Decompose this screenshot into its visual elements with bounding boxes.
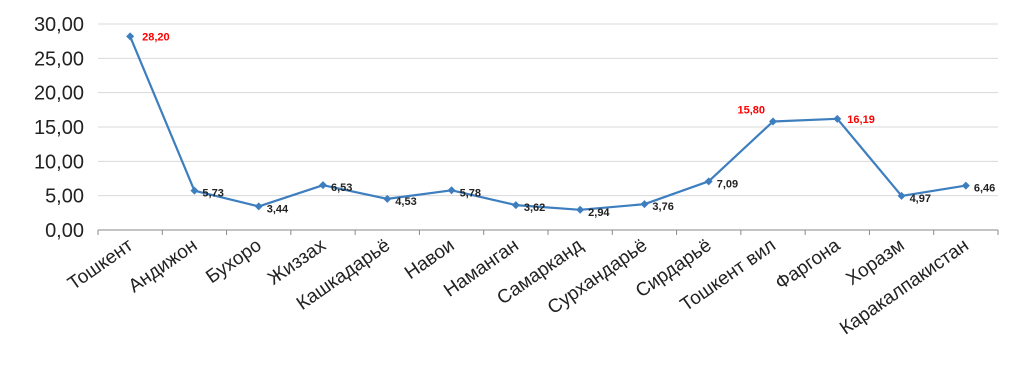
x-tick-label: Тошкент bbox=[64, 235, 137, 295]
data-label: 6,53 bbox=[331, 182, 352, 194]
data-point bbox=[190, 186, 199, 195]
x-tick-label: Андижон bbox=[125, 235, 201, 297]
data-point bbox=[254, 202, 263, 211]
y-tick-label: 10,00 bbox=[34, 151, 84, 173]
data-label: 15,80 bbox=[737, 105, 765, 117]
data-point bbox=[511, 201, 520, 210]
data-point bbox=[383, 194, 392, 203]
data-point bbox=[704, 177, 713, 186]
data-label: 3,76 bbox=[652, 201, 673, 213]
y-tick-label: 0,00 bbox=[45, 220, 84, 242]
data-point bbox=[319, 181, 327, 190]
data-point bbox=[447, 186, 456, 195]
data-label: 7,09 bbox=[717, 178, 738, 190]
gridlines bbox=[98, 23, 998, 231]
y-axis: 0,00 5,00 10,00 15,00 20,00 25,00 30,00 bbox=[34, 14, 84, 242]
series-polyline bbox=[129, 35, 967, 211]
x-tick-label: Бухоро bbox=[202, 235, 265, 288]
data-point bbox=[640, 200, 649, 209]
data-point bbox=[576, 205, 585, 214]
data-label: 5,73 bbox=[202, 188, 223, 200]
data-point bbox=[769, 117, 777, 126]
data-point bbox=[961, 181, 970, 190]
y-tick-label: 5,00 bbox=[45, 186, 84, 208]
data-label: 3,44 bbox=[267, 203, 289, 215]
data-label: 4,97 bbox=[910, 193, 931, 205]
data-label: 5,78 bbox=[460, 187, 481, 199]
data-point bbox=[126, 32, 135, 41]
data-label: 6,46 bbox=[974, 183, 995, 195]
series-line bbox=[126, 32, 970, 214]
y-tick-label: 20,00 bbox=[34, 83, 84, 105]
data-label: 28,20 bbox=[142, 31, 170, 43]
data-label: 2,94 bbox=[588, 207, 610, 219]
x-tick-label: Фаргона bbox=[772, 235, 845, 295]
data-label: 16,19 bbox=[847, 114, 875, 126]
data-label: 4,53 bbox=[395, 196, 416, 208]
y-tick-label: 25,00 bbox=[34, 48, 84, 70]
y-tick-label: 15,00 bbox=[34, 117, 84, 139]
data-labels: 28,20 5,73 3,44 6,53 4,53 5,78 3,62 2,94 3,76 7,0… bbox=[142, 31, 995, 218]
data-point bbox=[833, 114, 842, 123]
data-label: 3,62 bbox=[524, 202, 545, 214]
y-tick-label: 30,00 bbox=[34, 14, 84, 36]
data-point bbox=[897, 191, 906, 200]
